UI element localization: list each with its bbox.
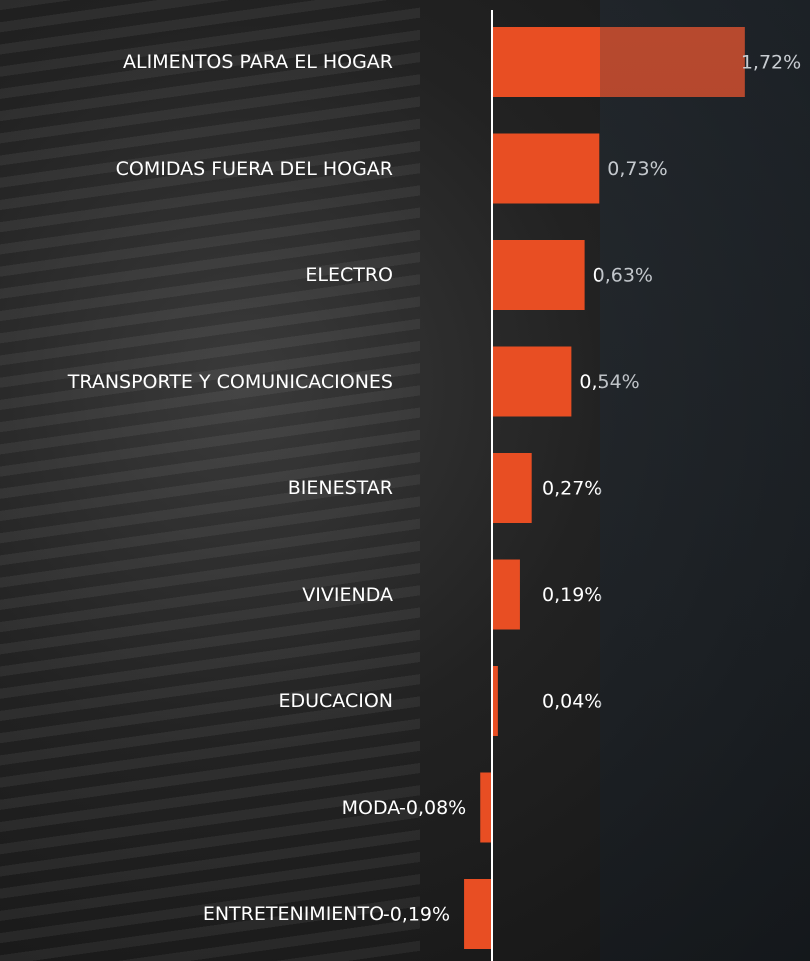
value-label: 0,73% bbox=[607, 158, 667, 180]
value-label: 0,27% bbox=[542, 478, 602, 500]
value-label: 1,72% bbox=[741, 52, 801, 74]
bar bbox=[480, 772, 492, 843]
value-label: 0,63% bbox=[593, 265, 653, 287]
category-label: COMIDAS FUERA DEL HOGAR bbox=[115, 157, 393, 180]
category-label: ELECTRO bbox=[305, 264, 393, 286]
category-label: BIENESTAR bbox=[287, 477, 393, 499]
value-label: 0,54% bbox=[579, 371, 639, 393]
bar bbox=[492, 559, 520, 630]
value-label: 0,19% bbox=[542, 584, 602, 606]
bar bbox=[492, 666, 498, 736]
category-label: VIVIENDA bbox=[302, 583, 393, 606]
bar bbox=[492, 453, 532, 523]
bar bbox=[492, 346, 572, 417]
value-label: -0,19% bbox=[383, 904, 450, 926]
bar bbox=[492, 133, 600, 204]
value-label: -0,08% bbox=[399, 797, 466, 819]
bar bbox=[492, 240, 585, 310]
category-label: EDUCACION bbox=[278, 690, 393, 712]
value-label: 0,04% bbox=[542, 691, 602, 713]
category-label: TRANSPORTE Y COMUNICACIONES bbox=[67, 370, 393, 393]
bar bbox=[492, 27, 745, 97]
bar bbox=[464, 879, 492, 949]
category-label: ALIMENTOS PARA EL HOGAR bbox=[123, 51, 393, 73]
category-label: ENTRETENIMIENTO bbox=[202, 903, 385, 925]
category-label: MODA bbox=[341, 796, 401, 819]
